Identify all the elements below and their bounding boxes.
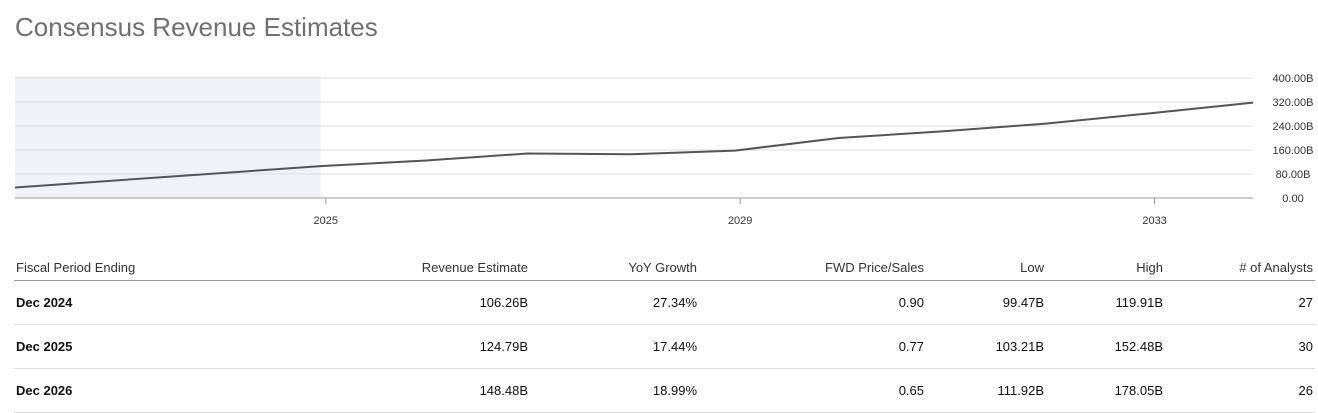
cell-analysts: 27 <box>1165 280 1315 325</box>
y-tick-label: 320.00B <box>1273 97 1314 109</box>
cell-revenue: 124.79B <box>288 324 530 369</box>
cell-period: Dec 2024 <box>14 280 288 325</box>
y-tick-label: 400.00B <box>1273 73 1314 85</box>
col-high[interactable]: High <box>1046 254 1165 281</box>
table-row: Dec 2024 106.26B 27.34% 0.90 99.47B 119.… <box>14 280 1315 325</box>
cell-analysts: 30 <box>1165 324 1315 369</box>
col-revenue-estimate[interactable]: Revenue Estimate <box>288 254 530 281</box>
cell-ps: 0.90 <box>699 280 926 325</box>
table-header-row: Fiscal Period Ending Revenue Estimate Yo… <box>14 254 1315 281</box>
table-row: Dec 2026 148.48B 18.99% 0.65 111.92B 178… <box>14 368 1315 413</box>
col-analysts[interactable]: # of Analysts <box>1165 254 1315 281</box>
y-tick-label: 0.00 <box>1282 193 1303 205</box>
x-tick-label: 2033 <box>1142 215 1166 227</box>
cell-high: 119.91B <box>1046 280 1165 325</box>
x-tick-label: 2029 <box>728 215 752 227</box>
y-tick-label: 240.00B <box>1273 121 1314 133</box>
cell-high: 178.05B <box>1046 368 1165 413</box>
col-yoy-growth[interactable]: YoY Growth <box>530 254 699 281</box>
col-fwd-price-sales[interactable]: FWD Price/Sales <box>699 254 926 281</box>
cell-analysts: 26 <box>1165 368 1315 413</box>
historical-shade <box>15 76 321 198</box>
cell-ps: 0.65 <box>699 368 926 413</box>
cell-low: 111.92B <box>926 368 1046 413</box>
y-tick-label: 160.00B <box>1273 145 1314 157</box>
cell-yoy: 17.44% <box>530 324 699 369</box>
revenue-line-chart: 0.00 80.00B 160.00B 240.00B 320.00B 400.00B 20… <box>14 73 1314 227</box>
cell-revenue: 106.26B <box>288 280 530 325</box>
col-fiscal-period[interactable]: Fiscal Period Ending <box>14 254 288 281</box>
cell-period: Dec 2026 <box>14 368 288 413</box>
cell-yoy: 27.34% <box>530 280 699 325</box>
revenue-series-line <box>14 101 1254 189</box>
col-low[interactable]: Low <box>926 254 1046 281</box>
estimates-table: Fiscal Period Ending Revenue Estimate Yo… <box>14 254 1315 413</box>
table-row: Dec 2025 124.79B 17.44% 0.77 103.21B 152… <box>14 324 1315 369</box>
cell-period: Dec 2025 <box>14 324 288 369</box>
y-tick-label: 80.00B <box>1276 169 1311 181</box>
page-title: Consensus Revenue Estimates <box>15 12 378 42</box>
cell-low: 99.47B <box>926 280 1046 325</box>
cell-ps: 0.77 <box>699 324 926 369</box>
x-tick-label: 2025 <box>314 215 338 227</box>
cell-revenue: 148.48B <box>288 368 530 413</box>
cell-high: 152.48B <box>1046 324 1165 369</box>
cell-yoy: 18.99% <box>530 368 699 413</box>
cell-low: 103.21B <box>926 324 1046 369</box>
